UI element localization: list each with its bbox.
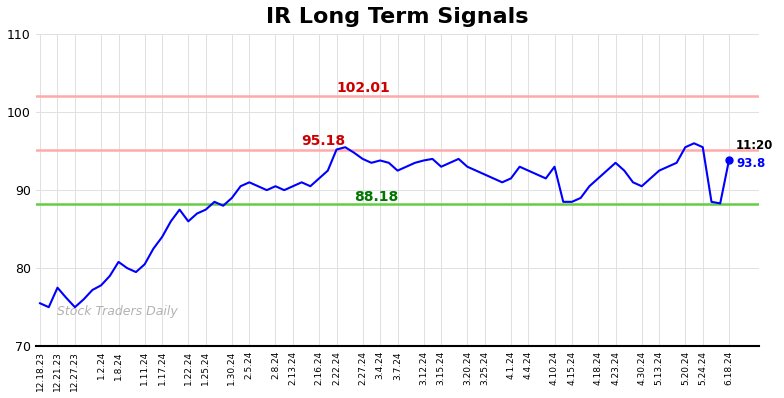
Title: IR Long Term Signals: IR Long Term Signals (267, 7, 529, 27)
Text: Stock Traders Daily: Stock Traders Daily (57, 305, 178, 318)
Text: 95.18: 95.18 (302, 134, 346, 148)
Text: 93.8: 93.8 (736, 157, 765, 170)
Text: 102.01: 102.01 (336, 81, 390, 95)
Text: 88.18: 88.18 (354, 190, 398, 204)
Text: 11:20: 11:20 (736, 139, 773, 152)
